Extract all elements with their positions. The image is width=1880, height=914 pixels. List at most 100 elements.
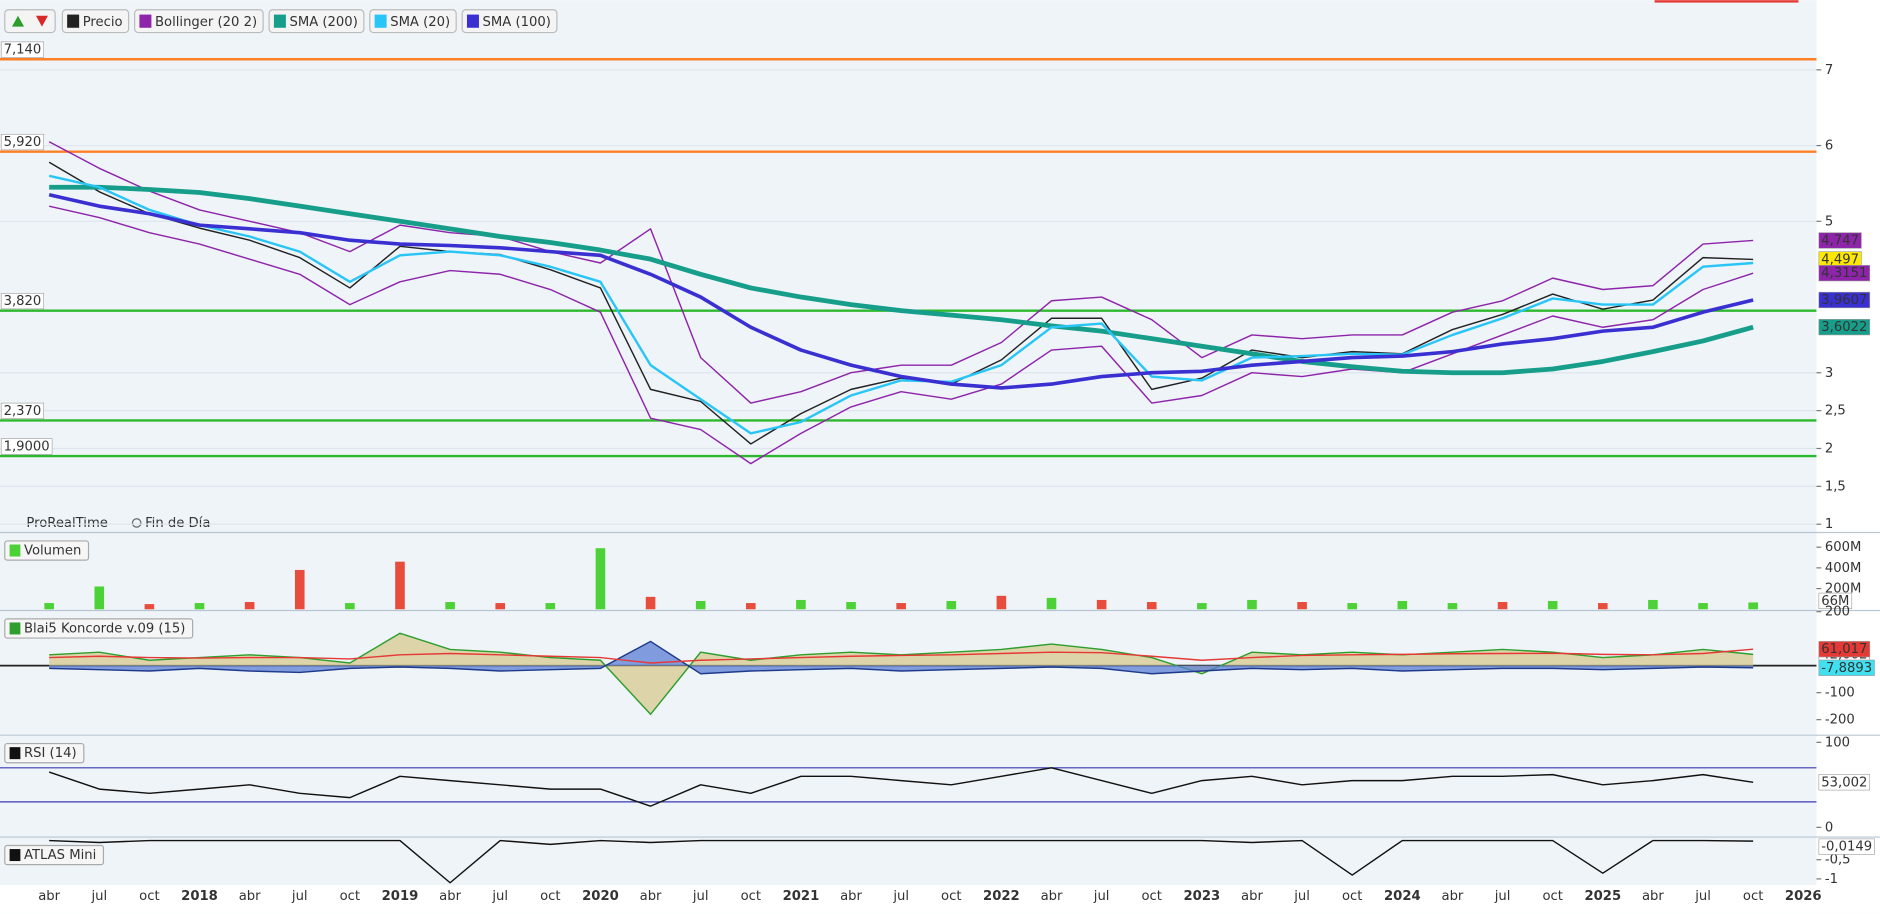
bar (244, 602, 255, 610)
panel-title-text: Volumen (24, 544, 81, 559)
panel-title-box (4, 540, 90, 561)
right-axis-area (1816, 0, 1880, 914)
x-tick-label: 2020 (582, 889, 619, 904)
y-tick-label: -1 (1825, 872, 1838, 887)
x-tick-label: abr (1041, 889, 1063, 904)
legend-button (369, 9, 457, 34)
legend-swatch (273, 14, 286, 28)
x-tick-label: 2025 (1584, 889, 1621, 904)
x-tick-label: abr (1241, 889, 1263, 904)
y-tick-label: 2 (1825, 441, 1833, 456)
x-tick-label: oct (1342, 889, 1362, 904)
y-tick-label: -100 (1825, 686, 1855, 701)
x-tick-label: jul (692, 889, 709, 904)
panel-title-swatch (9, 747, 21, 760)
bar (94, 586, 105, 610)
down-arrow (35, 15, 48, 27)
panel-title-text: RSI (14) (24, 746, 77, 761)
legend-text: Bollinger (20 2) (155, 15, 257, 30)
y-tick-label: 200 (1825, 605, 1850, 620)
value-label-box (1818, 838, 1875, 855)
x-tick-label: oct (1542, 889, 1562, 904)
bar (1197, 603, 1207, 610)
bar (896, 603, 906, 610)
value-label-box (1818, 659, 1875, 676)
legend-item[interactable]: Bollinger (20 2) (134, 9, 264, 34)
value-label: -7,8893 (1818, 659, 1875, 676)
x-axis-area (0, 885, 1880, 914)
x-tick-label: 2024 (1384, 889, 1421, 904)
value-label: -0,0149 (1818, 838, 1875, 855)
x-tick-label: oct (340, 889, 360, 904)
x-tick-label: 2023 (1184, 889, 1221, 904)
top-marker (1654, 0, 1799, 3)
bar (1497, 602, 1508, 610)
value-label-text: 2,370 (4, 404, 42, 419)
legend-swatch (139, 14, 152, 28)
panel-title: Blai5 Koncorde v.09 (15) (4, 618, 194, 639)
value-label: 2,370 (0, 402, 45, 419)
x-tick-label: oct (1743, 889, 1763, 904)
value-label-box (0, 41, 45, 58)
value-label-text: 3,6022 (1821, 320, 1867, 335)
value-label-box (1818, 774, 1871, 791)
value-label: 3,9607 (1818, 291, 1871, 309)
panel-title: ATLAS Mini (4, 844, 105, 866)
value-label: 4,747 (1818, 232, 1862, 249)
y-tick-label: 400M (1825, 561, 1862, 576)
value-label-box (1818, 232, 1862, 249)
bar (695, 600, 706, 610)
legend-button (461, 9, 558, 34)
bar (44, 603, 54, 610)
legend-item[interactable]: SMA (200) (268, 9, 365, 34)
bar (1096, 599, 1107, 610)
x-tick-label: 2026 (1785, 889, 1822, 904)
value-label-text: -0,0149 (1821, 840, 1872, 855)
legend-item[interactable]: SMA (20) (369, 9, 457, 34)
x-tick-label: 2022 (983, 889, 1020, 904)
legend-swatch (466, 14, 479, 28)
y-tick-label: -200 (1825, 713, 1855, 728)
panel-title-box (4, 844, 105, 866)
legend-button (268, 9, 365, 34)
panel-title-text: ATLAS Mini (24, 848, 96, 863)
bar (1347, 603, 1358, 610)
x-tick-label: jul (1293, 889, 1310, 904)
x-tick-label: abr (840, 889, 862, 904)
bar (144, 604, 155, 610)
legend-item[interactable]: SMA (100) (461, 9, 558, 34)
y-tick-label: -0,5 (1825, 853, 1851, 868)
bar (395, 561, 405, 610)
legend-item[interactable]: Precio (61, 9, 130, 34)
bar (796, 599, 806, 610)
series-line (49, 640, 1754, 675)
legend-text: SMA (200) (289, 15, 357, 30)
bar (746, 603, 756, 610)
value-label-text: 4,747 (1821, 233, 1859, 248)
panel-title-swatch (9, 622, 21, 635)
legend-text: SMA (100) (483, 15, 551, 30)
bar (1297, 602, 1307, 610)
series-line (48, 193, 1754, 390)
y-tick-label: 600M (1825, 540, 1862, 555)
value-label: 66M (1818, 592, 1853, 609)
value-label: 1,9000 (0, 438, 53, 455)
value-label-box (0, 402, 45, 419)
panel-title-text: Blai5 Koncorde v.09 (15) (24, 621, 185, 636)
series-line (48, 141, 1754, 404)
x-tick-label: jul (1093, 889, 1110, 904)
value-label-text: 61,017 (1821, 642, 1867, 657)
y-tick-label: 6 (1825, 139, 1833, 154)
value-label-text: 1,9000 (4, 439, 50, 454)
value-label-text: 53,002 (1821, 775, 1867, 790)
mode: Fin de Día (145, 515, 210, 531)
y-tick-label: 3 (1825, 366, 1833, 381)
arrow-button[interactable] (4, 9, 56, 34)
up-arrow (11, 15, 24, 27)
legend-text: Precio (83, 15, 123, 30)
legend-button (134, 9, 264, 34)
value-label-text: 3,9607 (1821, 293, 1867, 308)
series-line (48, 767, 1754, 807)
toolbar-arrows[interactable] (4, 9, 56, 34)
series-line (48, 174, 1754, 435)
